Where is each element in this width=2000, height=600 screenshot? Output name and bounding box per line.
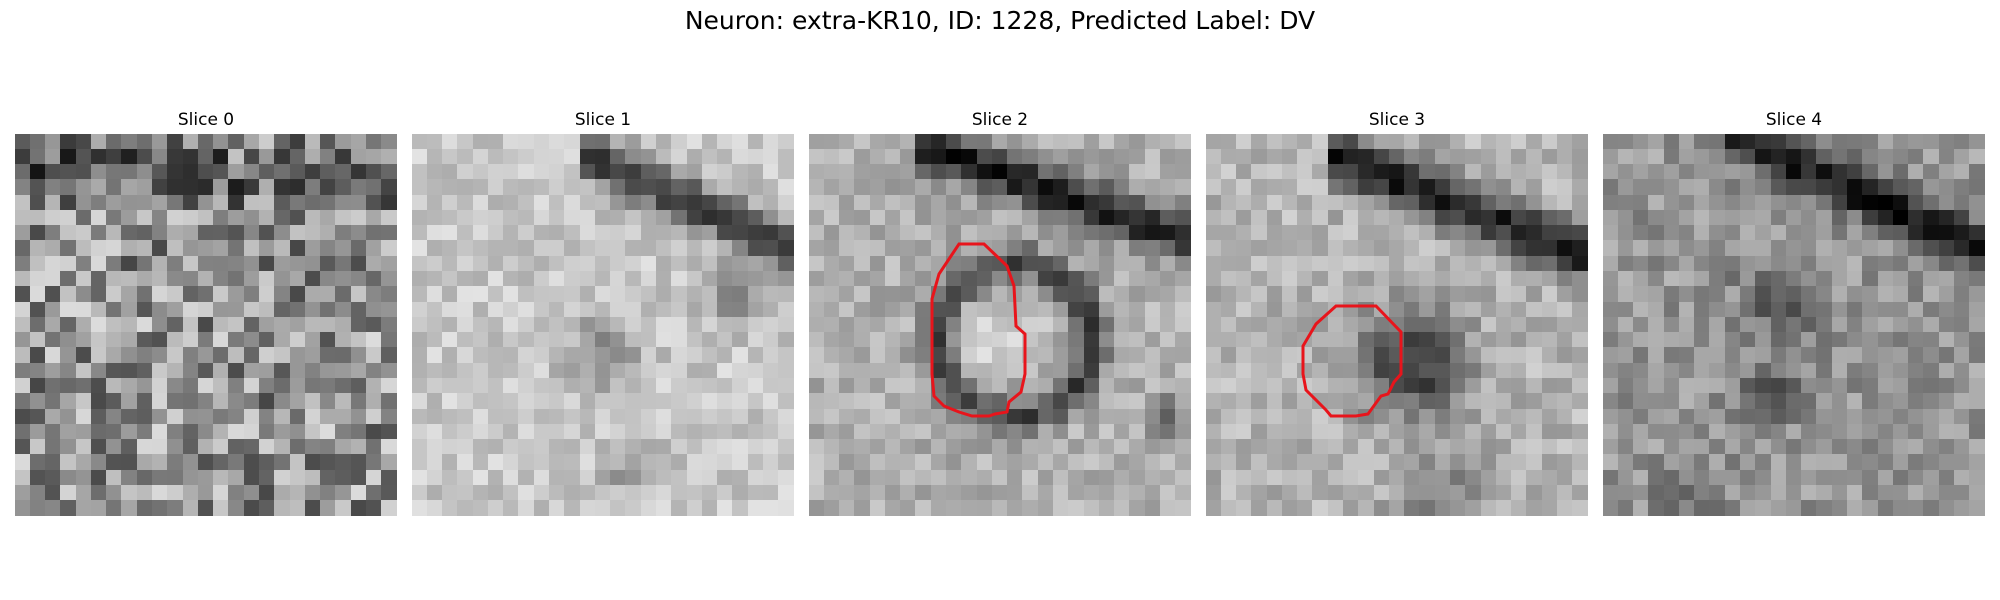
- slice-title: Slice 2: [971, 110, 1029, 130]
- slice-image: [1603, 134, 1985, 516]
- slice-panel-2: Slice 2: [809, 108, 1191, 516]
- figure-title: Neuron: extra-KR10, ID: 1228, Predicted …: [684, 6, 1316, 35]
- slice-panel-1: Slice 1: [412, 108, 794, 516]
- slice-panel-0: Slice 0: [15, 108, 397, 516]
- slice-title: Slice 0: [177, 110, 235, 130]
- slice-image: [809, 134, 1191, 516]
- slice-image: [15, 134, 397, 516]
- slice-image: [412, 134, 794, 516]
- slice-title: Slice 3: [1368, 110, 1426, 130]
- slice-title: Slice 4: [1765, 110, 1823, 130]
- slice-panel-4: Slice 4: [1603, 108, 1985, 516]
- slice-title: Slice 1: [574, 110, 632, 130]
- slice-image: [1206, 134, 1588, 516]
- slice-panel-3: Slice 3: [1206, 108, 1588, 516]
